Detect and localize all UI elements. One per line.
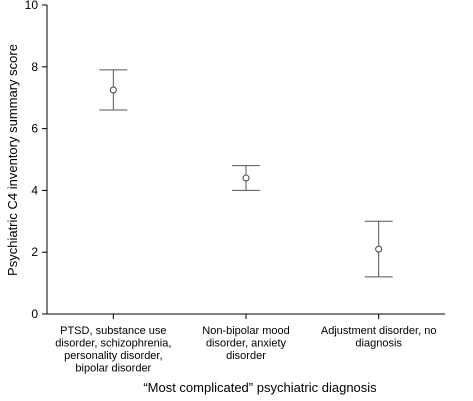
data-point bbox=[242, 174, 250, 182]
y-tick-label: 6 bbox=[31, 122, 38, 136]
x-category-label-line: disorder, schizophrenia, bbox=[55, 338, 171, 350]
x-category-label-line: PTSD, substance use bbox=[60, 325, 166, 337]
error-bar-group bbox=[232, 165, 260, 191]
y-axis-title: Psychiatric C4 inventory summary score bbox=[5, 44, 20, 276]
error-bar-group bbox=[99, 69, 128, 111]
x-category-label-line: Adjustment disorder, no bbox=[321, 325, 437, 337]
y-tick-label: 8 bbox=[31, 60, 38, 74]
x-category-label-line: Non-bipolar mood bbox=[202, 325, 289, 337]
x-category-label: Non-bipolar mood disorder, anxiety disorde… bbox=[202, 325, 289, 362]
x-category-label: Adjustment disorder, no diagnosis bbox=[321, 325, 437, 350]
y-axis: 0 2 4 6 8 10 bbox=[25, 0, 48, 321]
x-category-label-line: disorder, anxiety bbox=[206, 338, 287, 350]
x-category-label-line: disorder bbox=[226, 350, 266, 362]
x-category-label-line: diagnosis bbox=[355, 338, 402, 350]
y-tick-label: 2 bbox=[31, 245, 38, 259]
data-point bbox=[109, 86, 117, 94]
y-tick-label: 0 bbox=[31, 307, 38, 321]
x-category-label: PTSD, substance use disorder, schizophren… bbox=[55, 325, 171, 375]
error-bar-group bbox=[364, 220, 393, 278]
series bbox=[99, 69, 393, 278]
data-point bbox=[375, 245, 383, 253]
x-axis-title: “Most complicated” psychiatric diagnosis bbox=[143, 380, 377, 395]
x-axis: PTSD, substance use disorder, schizophren… bbox=[47, 313, 445, 375]
y-tick-label: 10 bbox=[25, 0, 39, 12]
x-category-label-line: bipolar disorder bbox=[75, 363, 151, 375]
y-tick-label: 4 bbox=[31, 183, 38, 197]
x-category-label-line: personality disorder, bbox=[64, 350, 162, 362]
